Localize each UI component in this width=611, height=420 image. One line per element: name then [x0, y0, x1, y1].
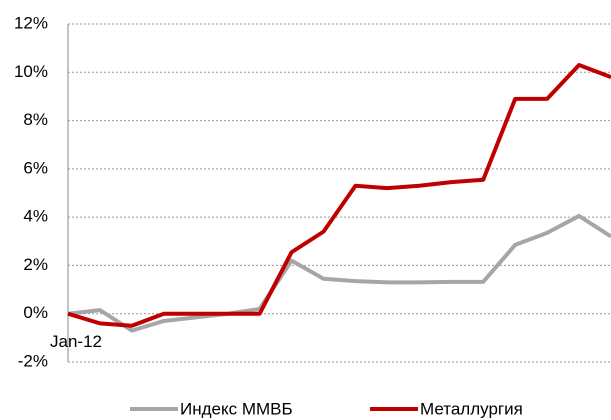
x-tick-label: Jan-12 [50, 332, 102, 351]
y-tick-label: 0% [23, 303, 48, 322]
y-tick-label: 10% [14, 62, 48, 81]
y-tick-label: -2% [18, 351, 48, 370]
legend-label: Индекс ММВБ [180, 399, 293, 418]
y-tick-label: 12% [14, 13, 48, 32]
y-tick-label: 8% [23, 110, 48, 129]
legend-label: Металлургия [420, 399, 523, 418]
y-tick-label: 4% [23, 207, 48, 226]
y-tick-label: 6% [23, 158, 48, 177]
series-line [67, 213, 611, 333]
y-tick-label: 2% [23, 255, 48, 274]
series-line [67, 63, 611, 328]
